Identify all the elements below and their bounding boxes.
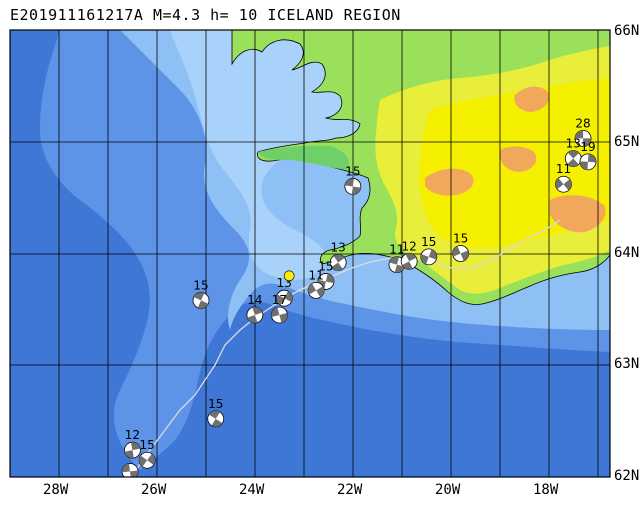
- beachball-compression: [193, 292, 209, 309]
- beachball-compression: [402, 253, 417, 270]
- glacier-orange-4: [550, 195, 606, 233]
- mechanism-depth-label: 11: [389, 243, 404, 257]
- beachball-compression: [308, 283, 325, 298]
- glacier-orange-1: [425, 168, 474, 196]
- mechanism-depth-label: 13: [566, 137, 581, 151]
- beachball-compression: [452, 246, 469, 261]
- mechanism-depth-label: 11: [556, 162, 571, 176]
- focal-mechanism[interactable]: 17: [270, 293, 288, 324]
- map-frame: [9, 29, 611, 478]
- lat-label-62n: 62N: [614, 468, 640, 484]
- beachball-compression: [208, 410, 223, 427]
- beachball-compression: [122, 463, 138, 477]
- mechanism-depth-label: 15: [208, 397, 223, 411]
- mechanism-depth-label: 28: [575, 116, 590, 130]
- mechanism-depth-label: 17: [272, 293, 287, 307]
- focal-mechanism[interactable]: 14: [246, 293, 264, 324]
- beachball-compression: [271, 307, 288, 323]
- beachball-compression: [420, 249, 437, 265]
- focal-mechanism[interactable]: 15: [192, 278, 210, 309]
- mechanism-depth-label: 12: [402, 239, 417, 253]
- lon-label-18w: 18W: [533, 482, 559, 498]
- focal-mechanism[interactable]: 11: [555, 162, 572, 193]
- lon-label-22w: 22W: [337, 482, 363, 498]
- lat-label-66n: 66N: [614, 23, 640, 39]
- focal-mechanism[interactable]: 15: [138, 438, 156, 469]
- glacier-orange-2: [499, 146, 537, 172]
- mechanism-depth-label: 12: [125, 428, 140, 442]
- mechanism-depth-label: 15: [193, 278, 208, 292]
- lon-label-20w: 20W: [435, 482, 461, 498]
- lat-label-64n: 64N: [614, 245, 640, 261]
- beachball-compression: [579, 153, 596, 170]
- focal-mechanism[interactable]: 12: [124, 428, 141, 459]
- focal-mechanism[interactable]: 15: [452, 232, 470, 262]
- beachball-compression: [124, 442, 141, 459]
- beachball-compression: [247, 306, 263, 323]
- mechanism-depth-label: 15: [345, 164, 360, 178]
- focal-mechanism[interactable]: [121, 463, 139, 479]
- lowland-green: [258, 145, 350, 170]
- mechanism-depth-label: 15: [453, 232, 468, 246]
- mechanism-depth-label: 14: [247, 293, 262, 307]
- focal-mechanism[interactable]: 13: [329, 240, 347, 271]
- beachball-compression: [575, 130, 592, 147]
- lon-label-26w: 26W: [141, 482, 167, 498]
- mechanism-depth-label: 15: [421, 235, 436, 249]
- lon-label-28w: 28W: [43, 482, 69, 498]
- glacier-orange-3: [514, 86, 550, 112]
- beachball-compression: [139, 453, 156, 467]
- beachball-compression: [344, 178, 361, 195]
- beachball-compression: [555, 177, 572, 191]
- focal-mechanism[interactable]: 13: [564, 137, 582, 167]
- mechanism-depth-label: 19: [580, 140, 595, 154]
- lat-label-63n: 63N: [614, 356, 640, 372]
- focal-mechanism[interactable]: 11: [307, 268, 325, 299]
- mechanism-depth-label: 15: [318, 259, 333, 273]
- focal-mechanism[interactable]: 15: [344, 164, 362, 195]
- focal-mechanism[interactable]: 19: [579, 140, 597, 171]
- graticule: [10, 30, 610, 477]
- map-title: E201911161217A M=4.3 h= 10 ICELAND REGIO…: [10, 6, 401, 24]
- beachball-compression: [331, 254, 345, 271]
- focal-mechanism[interactable]: 15: [207, 397, 225, 428]
- lon-label-24w: 24W: [239, 482, 265, 498]
- mechanism-depth-label: 15: [140, 438, 155, 452]
- focal-mechanism[interactable]: 12: [400, 239, 418, 270]
- lat-label-65n: 65N: [614, 134, 640, 150]
- beachball-compression: [567, 150, 580, 167]
- focal-mechanism[interactable]: 15: [420, 235, 438, 266]
- focal-mechanism[interactable]: 28: [574, 116, 592, 147]
- mechanism-depth-label: 11: [308, 268, 323, 282]
- beachball-compression: [276, 291, 293, 306]
- beachball-compression: [389, 256, 405, 273]
- event-epicenter[interactable]: [283, 270, 295, 282]
- mechanism-depth-label: 13: [331, 240, 346, 254]
